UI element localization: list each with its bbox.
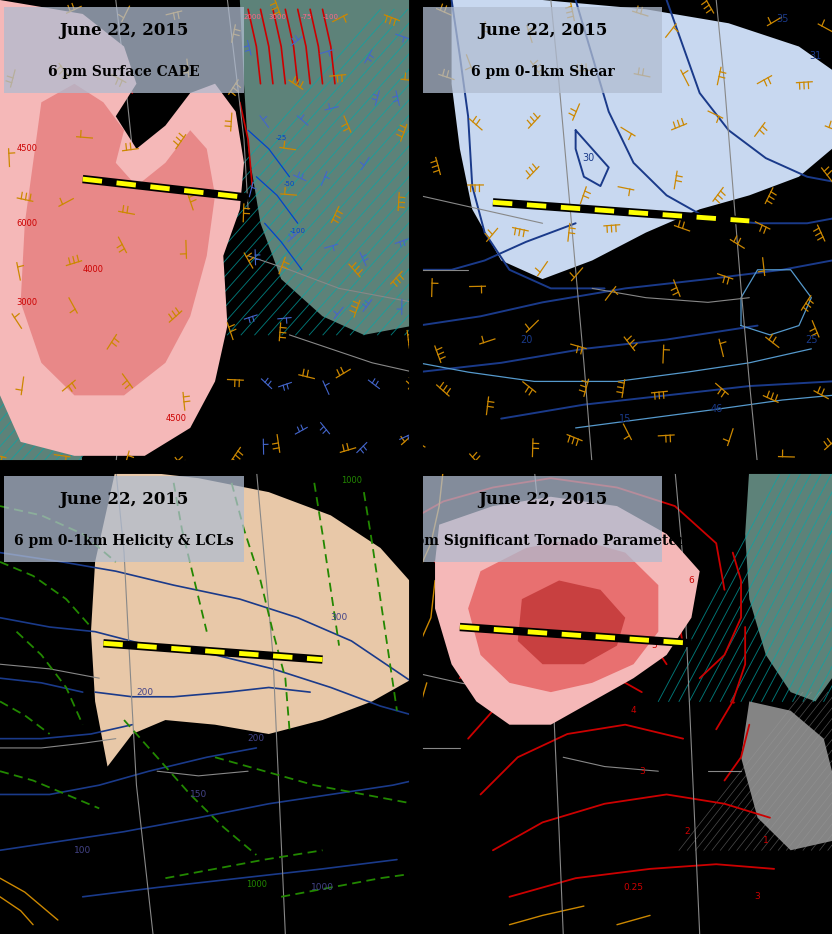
Text: 1000: 1000 xyxy=(246,881,267,889)
Text: 6000: 6000 xyxy=(17,219,37,228)
Text: 6 pm 0-1km Shear: 6 pm 0-1km Shear xyxy=(471,65,614,79)
Text: 3000: 3000 xyxy=(17,298,37,307)
Text: 4: 4 xyxy=(730,697,735,706)
Text: 15: 15 xyxy=(619,414,631,424)
Text: 6 pm Surface CAPE: 6 pm Surface CAPE xyxy=(48,65,200,79)
Polygon shape xyxy=(518,581,626,664)
Polygon shape xyxy=(0,362,82,465)
Text: 6 pm 0-1km Helicity & LCLs: 6 pm 0-1km Helicity & LCLs xyxy=(14,534,234,548)
Polygon shape xyxy=(745,469,832,701)
Text: -100: -100 xyxy=(290,228,305,234)
Text: June 22, 2015: June 22, 2015 xyxy=(59,490,189,507)
FancyBboxPatch shape xyxy=(423,7,662,93)
Polygon shape xyxy=(0,0,244,456)
Text: 35: 35 xyxy=(776,14,789,23)
FancyBboxPatch shape xyxy=(423,475,662,562)
Text: June 22, 2015: June 22, 2015 xyxy=(478,490,607,507)
Polygon shape xyxy=(435,497,700,725)
Text: 300: 300 xyxy=(330,614,348,622)
Text: -100: -100 xyxy=(323,14,339,20)
Text: 6 pm Significant Tornado Parameter: 6 pm Significant Tornado Parameter xyxy=(400,534,685,548)
Text: 200: 200 xyxy=(136,687,153,697)
Text: 25: 25 xyxy=(805,334,818,345)
Text: 3: 3 xyxy=(639,767,645,776)
Text: 4500: 4500 xyxy=(166,414,186,423)
FancyBboxPatch shape xyxy=(4,475,244,562)
Polygon shape xyxy=(240,0,414,335)
Text: 1: 1 xyxy=(763,837,769,845)
Text: 1000: 1000 xyxy=(311,883,334,892)
Polygon shape xyxy=(741,701,832,850)
Text: 150: 150 xyxy=(190,790,207,799)
Text: 30: 30 xyxy=(582,153,594,163)
Polygon shape xyxy=(21,84,215,395)
Text: 4000: 4000 xyxy=(82,265,104,275)
Text: 1000: 1000 xyxy=(341,475,362,485)
Text: 2000: 2000 xyxy=(243,14,261,20)
Text: 200: 200 xyxy=(248,734,265,743)
Text: 4: 4 xyxy=(631,706,636,715)
Text: -25: -25 xyxy=(275,134,287,140)
Text: 0.25: 0.25 xyxy=(623,883,643,892)
Text: 4500: 4500 xyxy=(17,145,37,153)
Text: 2: 2 xyxy=(685,828,690,836)
Polygon shape xyxy=(91,469,414,767)
Text: 50: 50 xyxy=(221,650,233,659)
Text: 5: 5 xyxy=(651,641,657,650)
Polygon shape xyxy=(452,0,832,279)
Text: 20: 20 xyxy=(520,334,532,345)
Text: 100: 100 xyxy=(74,846,92,855)
FancyBboxPatch shape xyxy=(4,7,244,93)
Text: 3: 3 xyxy=(755,892,760,901)
Text: June 22, 2015: June 22, 2015 xyxy=(59,21,189,38)
Text: 3000: 3000 xyxy=(268,14,286,20)
Text: 46: 46 xyxy=(710,404,722,415)
Text: 31: 31 xyxy=(810,50,821,61)
Text: -75: -75 xyxy=(300,14,312,20)
Text: June 22, 2015: June 22, 2015 xyxy=(478,21,607,38)
Polygon shape xyxy=(468,539,658,692)
Text: -50: -50 xyxy=(284,181,295,187)
Text: 6: 6 xyxy=(689,576,694,585)
